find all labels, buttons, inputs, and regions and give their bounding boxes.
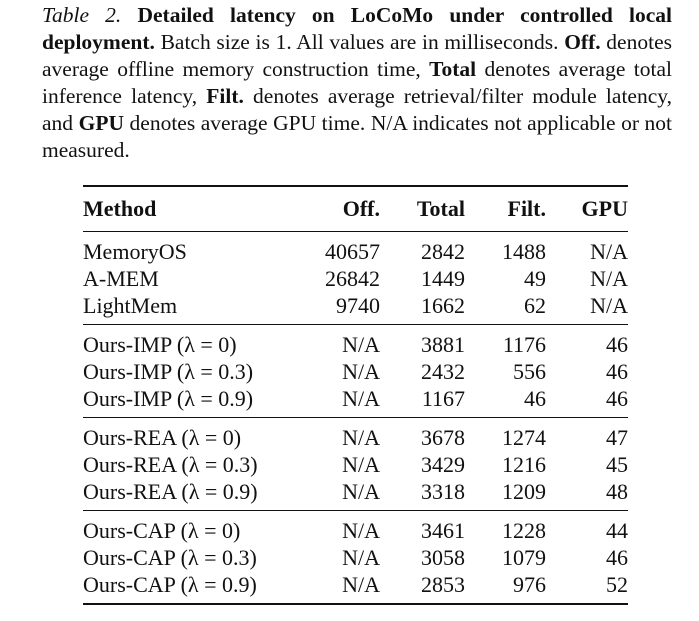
table-row: Ours-REA (λ = 0.3) N/A 3429 1216 45 <box>83 451 628 478</box>
cell-off: N/A <box>342 572 380 597</box>
table-row: Ours-CAP (λ = 0.9) N/A 2853 976 52 <box>83 571 628 604</box>
table-row: Ours-REA (λ = 0.9) N/A 3318 1209 48 <box>83 478 628 511</box>
cell-method: A-MEM <box>83 266 159 291</box>
header-gpu: GPU <box>581 196 628 221</box>
cell-method: Ours-CAP (λ = 0.3) <box>83 545 257 570</box>
table-row: MemoryOS 40657 2842 1488 N/A <box>83 232 628 266</box>
cell-gpu: 44 <box>606 518 628 543</box>
cell-total: 3881 <box>421 332 465 357</box>
cell-total: 1662 <box>421 293 465 318</box>
caption-term-total: Total <box>429 57 477 81</box>
header-row: Method Off. Total Filt. GPU <box>83 186 628 232</box>
caption-label: Table 2. <box>42 3 122 27</box>
table-row: Ours-REA (λ = 0) N/A 3678 1274 47 <box>83 418 628 452</box>
cell-off: N/A <box>342 359 380 384</box>
caption-text: denotes average retrieval/filter module … <box>42 84 672 135</box>
cell-method: Ours-REA (λ = 0.9) <box>83 479 258 504</box>
table-row: Ours-IMP (λ = 0) N/A 3881 1176 46 <box>83 325 628 359</box>
table-row: A-MEM 26842 1449 49 N/A <box>83 265 628 292</box>
cell-off: N/A <box>342 332 380 357</box>
table-caption: Table 2. Detailed latency on LoCoMo unde… <box>42 2 672 164</box>
cell-method: Ours-IMP (λ = 0.3) <box>83 359 254 384</box>
caption-title: Detailed latency on LoCoMo under control… <box>42 3 673 54</box>
cell-off: N/A <box>342 425 380 450</box>
table-row: Ours-IMP (λ = 0.3) N/A 2432 556 46 <box>83 358 628 385</box>
cell-off: N/A <box>342 479 380 504</box>
cell-filt: 1488 <box>502 239 546 264</box>
table-row-group: Ours-CAP (λ = 0) N/A 3461 1228 44 Ours-CAP (λ… <box>83 510 628 604</box>
header-off: Off. <box>342 196 380 221</box>
cell-off: N/A <box>342 386 380 411</box>
cell-method: Ours-IMP (λ = 0) <box>83 332 237 357</box>
table-row: Ours-CAP (λ = 0) N/A 3461 1228 44 <box>83 511 628 545</box>
table-header: Method Off. Total Filt. GPU <box>83 186 628 232</box>
cell-gpu: 46 <box>606 545 628 570</box>
caption-term-filt: Filt. <box>206 84 244 108</box>
cell-gpu: 46 <box>606 386 628 411</box>
caption-term-gpu: GPU <box>78 111 124 135</box>
cell-off: N/A <box>342 545 380 570</box>
cell-gpu: N/A <box>590 239 628 264</box>
cell-total: 2842 <box>421 239 465 264</box>
caption-text: denotes average total inference latency, <box>42 57 672 108</box>
cell-total: 3461 <box>421 518 465 543</box>
cell-gpu: 46 <box>606 359 628 384</box>
cell-total: 3058 <box>421 545 465 570</box>
cell-gpu: 48 <box>606 479 628 504</box>
cell-method: Ours-REA (λ = 0.3) <box>83 452 258 477</box>
cell-total: 3678 <box>421 425 465 450</box>
header-method: Method <box>83 196 157 221</box>
cell-gpu: N/A <box>590 293 628 318</box>
cell-total: 1167 <box>421 386 465 411</box>
cell-total: 3429 <box>421 452 465 477</box>
cell-filt: 1209 <box>502 479 546 504</box>
cell-method: MemoryOS <box>83 239 187 264</box>
cell-total: 1449 <box>421 266 465 291</box>
cell-filt: 1079 <box>502 545 546 570</box>
cell-filt: 1176 <box>502 332 546 357</box>
table-row-group: Ours-REA (λ = 0) N/A 3678 1274 47 Ours-REA (λ… <box>83 417 628 511</box>
cell-gpu: 46 <box>606 332 628 357</box>
cell-filt: 62 <box>524 293 546 318</box>
cell-filt: 1216 <box>502 452 546 477</box>
cell-gpu: 47 <box>606 425 628 450</box>
cell-method: Ours-CAP (λ = 0.9) <box>83 572 257 597</box>
cell-filt: 1274 <box>502 425 546 450</box>
cell-filt: 46 <box>524 386 546 411</box>
latency-table: Method Off. Total Filt. GPU MemoryOS 4065… <box>83 185 628 605</box>
table-row-group: Ours-IMP (λ = 0) N/A 3881 1176 46 Ours-IMP (λ… <box>83 324 628 418</box>
cell-off: N/A <box>342 518 380 543</box>
cell-method: Ours-CAP (λ = 0) <box>83 518 241 543</box>
cell-gpu: N/A <box>590 266 628 291</box>
cell-off: 9740 <box>336 293 380 318</box>
table-row: Ours-CAP (λ = 0.3) N/A 3058 1079 46 <box>83 544 628 571</box>
header-filt: Filt. <box>507 196 547 221</box>
cell-gpu: 52 <box>606 572 628 597</box>
cell-filt: 976 <box>513 572 546 597</box>
cell-total: 3318 <box>421 479 465 504</box>
cell-method: Ours-IMP (λ = 0.9) <box>83 386 254 411</box>
cell-filt: 1228 <box>502 518 546 543</box>
cell-gpu: 45 <box>606 452 628 477</box>
caption-text: Batch size is 1. All values are in milli… <box>154 30 565 54</box>
cell-off: 40657 <box>325 239 380 264</box>
caption-term-off: Off. <box>564 30 601 54</box>
caption-text: denotes average GPU time. N/A indicates … <box>42 111 672 162</box>
cell-method: Ours-REA (λ = 0) <box>83 425 242 450</box>
cell-filt: 49 <box>524 266 546 291</box>
table-row: Ours-IMP (λ = 0.9) N/A 1167 46 46 <box>83 385 628 418</box>
cell-filt: 556 <box>513 359 546 384</box>
cell-off: 26842 <box>325 266 380 291</box>
header-total: Total <box>416 196 465 221</box>
table-row: LightMem 9740 1662 62 N/A <box>83 292 628 325</box>
cell-total: 2853 <box>421 572 465 597</box>
cell-method: LightMem <box>83 293 178 318</box>
table-row-group: MemoryOS 40657 2842 1488 N/A A-MEM 26842 1449 49… <box>83 232 628 325</box>
caption-text: denotes average offline memory construct… <box>42 30 672 81</box>
cell-off: N/A <box>342 452 380 477</box>
cell-total: 2432 <box>421 359 465 384</box>
